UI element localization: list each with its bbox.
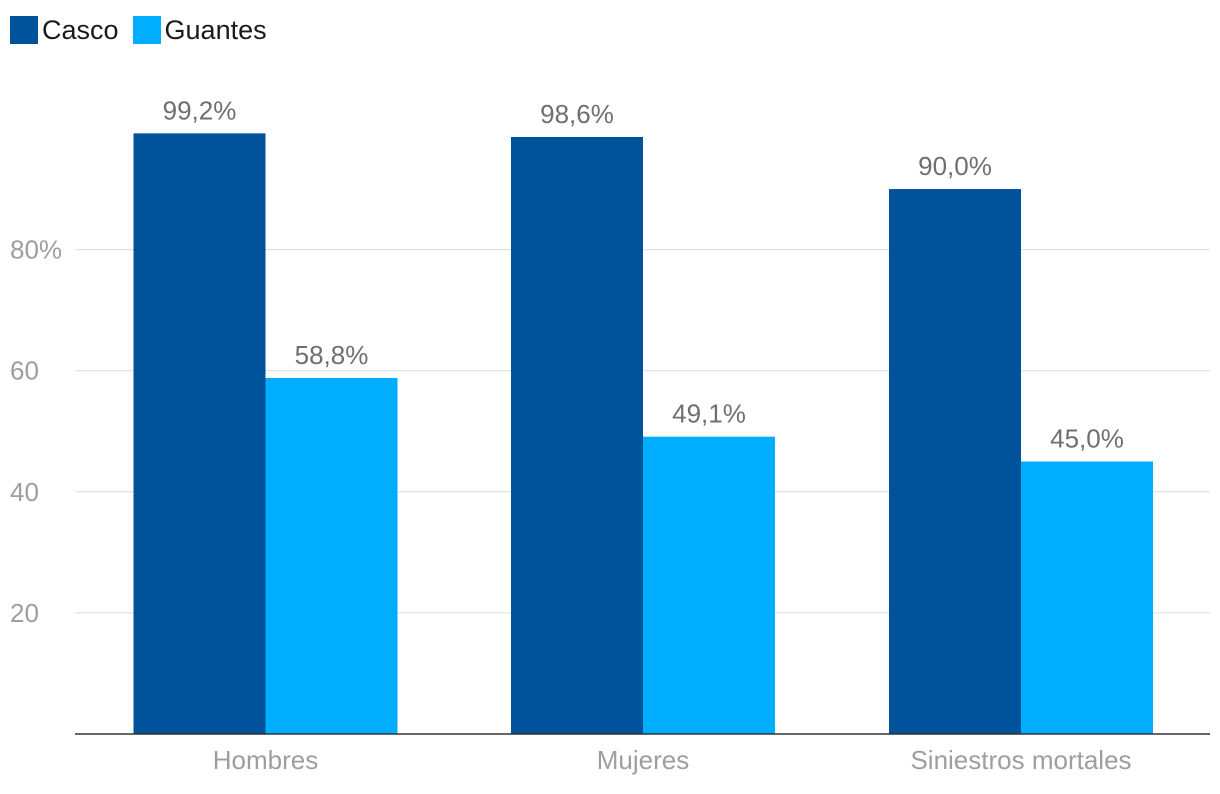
x-category-label: Mujeres <box>597 745 689 775</box>
legend-label-guantes: Guantes <box>164 15 267 45</box>
data-label: 49,1% <box>672 399 746 429</box>
data-label: 90,0% <box>918 151 992 181</box>
y-tick-label: 40 <box>10 477 39 507</box>
legend-item-casco: Casco <box>10 16 119 44</box>
y-tick-label: 80% <box>10 235 62 265</box>
bar-guantes <box>265 377 398 734</box>
bar-guantes <box>1021 461 1153 734</box>
data-label: 99,2% <box>163 95 237 125</box>
x-category-label: Siniestros mortales <box>910 745 1131 775</box>
y-tick-label: 20 <box>10 598 39 628</box>
data-label: 45,0% <box>1050 424 1124 454</box>
legend-swatch-casco <box>10 16 38 44</box>
data-label: 98,6% <box>540 99 614 129</box>
legend-swatch-guantes <box>132 16 161 44</box>
data-label: 58,8% <box>295 340 369 370</box>
bar-casco <box>511 136 643 735</box>
y-tick-label: 60 <box>10 356 39 386</box>
bar-casco <box>133 133 266 734</box>
bar-guantes <box>643 436 775 734</box>
legend-label-casco: Casco <box>42 15 119 45</box>
x-category-label: Hombres <box>213 745 318 775</box>
legend-item-guantes: Guantes <box>132 15 267 45</box>
bar-casco <box>889 189 1021 735</box>
legend: Casco Guantes <box>10 16 281 44</box>
